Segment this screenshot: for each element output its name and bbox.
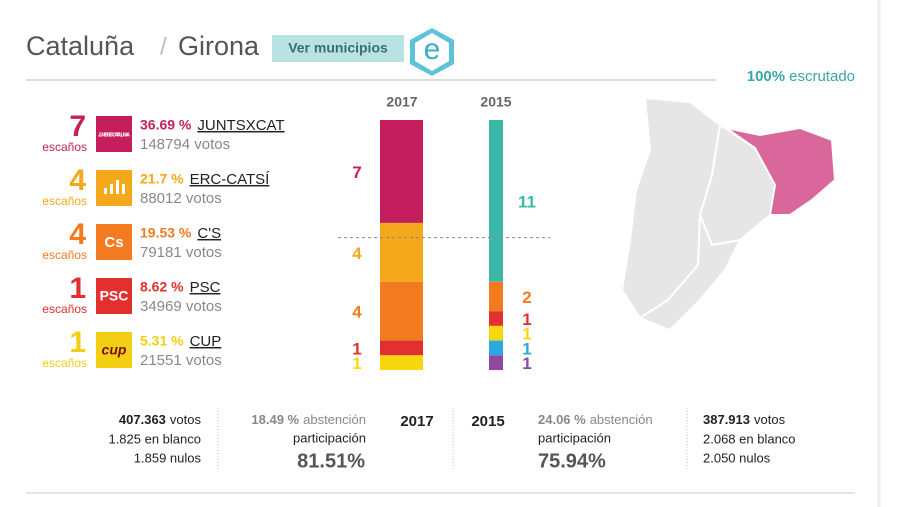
- footer-year: 2015: [471, 413, 504, 430]
- party-logo: [96, 332, 132, 368]
- button-label[interactable]: Ver municipios: [288, 40, 388, 56]
- seat-segment: [380, 120, 423, 223]
- footer-year: 2017: [400, 413, 433, 430]
- logo-bar: [104, 188, 107, 194]
- party-votes: 148794 votos: [140, 136, 230, 153]
- seat-label: 2: [522, 288, 531, 307]
- seat-label: 11: [518, 192, 536, 211]
- votes-number: 387.913: [703, 412, 750, 427]
- seat-segment: [380, 281, 423, 341]
- abstention-label: abstención: [303, 412, 366, 427]
- party-votes: 21551 votos: [140, 352, 222, 369]
- party-name: PSC: [190, 279, 221, 296]
- scrutiny-label: escrutado: [789, 68, 855, 85]
- logo-bar: [110, 184, 113, 194]
- seats-label: escaños: [42, 194, 87, 208]
- party-pct: 21.7 %: [140, 171, 184, 187]
- seat-segment: [489, 325, 503, 341]
- abstention-pct: 18.49 %: [251, 412, 299, 427]
- seat-segment: [489, 355, 503, 370]
- seats-label: escaños: [42, 140, 87, 154]
- seat-segment: [489, 281, 503, 312]
- participation-label: participación: [293, 430, 366, 445]
- seat-segment: [489, 120, 503, 282]
- participation-label: participación: [538, 430, 611, 445]
- logo-bar: [116, 180, 119, 194]
- party-name: JUNTSXCAT: [197, 117, 284, 134]
- seat-label: 1: [522, 339, 531, 358]
- scrutiny-pct: 100%: [747, 68, 785, 85]
- seats: 1: [69, 272, 86, 305]
- participation-value: 75.94%: [538, 450, 606, 472]
- logo-text: cup: [102, 342, 127, 358]
- abstention: 18.49 % abstención: [251, 412, 366, 427]
- logo-letter: e: [424, 33, 441, 66]
- votes-number: 407.363: [119, 412, 166, 427]
- bar-year: 2017: [386, 94, 417, 110]
- party-pct: 5.31 %: [140, 333, 184, 349]
- participation-value: 81.51%: [297, 450, 365, 472]
- seats-label: escaños: [42, 248, 87, 262]
- logo-hex-inner: [415, 33, 449, 71]
- logo-text: JUNTS PER CATALUNYA: [98, 132, 130, 138]
- party-name: ERC-CATSÍ: [190, 171, 271, 188]
- seat-label: 7: [352, 163, 361, 182]
- total-votes: 407.363 votos: [119, 412, 202, 427]
- seat-label: 4: [352, 303, 362, 322]
- party-votes: 88012 votos: [140, 190, 222, 207]
- seat-segment: [380, 355, 423, 370]
- null-votes: 1.859 nulos: [134, 450, 202, 465]
- party-logo: [96, 116, 132, 152]
- blank-votes: 2.068 en blanco: [703, 431, 796, 446]
- seat-label: 1: [352, 354, 361, 373]
- seat-segment: [380, 222, 423, 282]
- seats: 7: [69, 110, 86, 143]
- seat-label: 1: [522, 310, 531, 329]
- province: Girona: [178, 31, 260, 61]
- map-tarragona: [637, 214, 742, 332]
- logo-text: Cs: [104, 234, 123, 251]
- party-pct: 8.62 %: [140, 279, 184, 295]
- party-logo: [96, 278, 132, 314]
- bar-year: 2015: [480, 94, 511, 110]
- party-pct: 19.53 %: [140, 225, 192, 241]
- seat-segment: [489, 311, 503, 326]
- seat-label: 1: [522, 354, 531, 373]
- map-girona: [725, 126, 837, 216]
- seats-label: escaños: [42, 356, 87, 370]
- party-pct: 36.69 %: [140, 117, 192, 133]
- party-name: C'S: [197, 225, 221, 242]
- scrutiny: 100% escrutado: [747, 68, 855, 85]
- party-name: CUP: [190, 333, 222, 350]
- party-logo: [96, 170, 132, 206]
- total-votes: 387.913 votos: [703, 412, 786, 427]
- logo-bar: [122, 184, 125, 194]
- separator: /: [160, 33, 167, 60]
- seat-segment: [380, 340, 423, 356]
- seat-label: 4: [352, 244, 362, 263]
- votes-label: votos: [170, 412, 202, 427]
- logo-text: PSC: [100, 288, 129, 304]
- seats-label: escaños: [42, 302, 87, 316]
- seat-label: 1: [352, 339, 361, 358]
- abstention: 24.06 % abstención: [538, 412, 653, 427]
- municipios-button[interactable]: [272, 35, 404, 62]
- abstention-pct: 24.06 %: [538, 412, 586, 427]
- seat-label: 1: [522, 325, 531, 344]
- map: [620, 96, 837, 332]
- seats: 4: [69, 164, 86, 197]
- null-votes: 2.050 nulos: [703, 450, 771, 465]
- seats: 4: [69, 218, 86, 251]
- seats: 1: [69, 326, 86, 359]
- party-votes: 34969 votos: [140, 298, 222, 315]
- party-votes: 79181 votos: [140, 244, 222, 261]
- votes-label: votos: [754, 412, 786, 427]
- blank-votes: 1.825 en blanco: [108, 431, 201, 446]
- region: Cataluña: [26, 31, 135, 61]
- party-logo: [96, 224, 132, 260]
- seat-segment: [489, 340, 503, 356]
- abstention-label: abstención: [590, 412, 653, 427]
